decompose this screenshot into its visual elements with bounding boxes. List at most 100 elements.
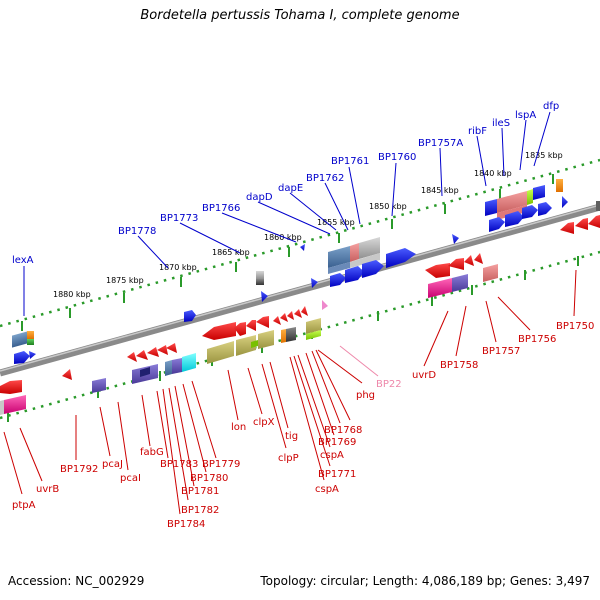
gene-feature [4, 395, 26, 414]
gene-feature [596, 201, 600, 211]
gene-arrow [157, 345, 168, 355]
gene-arrow [280, 313, 288, 322]
gene-label-dapD: dapD [246, 192, 273, 203]
gene-feature [0, 400, 4, 415]
gene-arrow [474, 253, 483, 264]
gene-label-BP1773: BP1773 [160, 213, 198, 224]
gene-arrow [522, 205, 538, 219]
ruler-label-1840: 1840 kbp [474, 169, 512, 178]
gene-label-BP1784: BP1784 [167, 519, 205, 530]
gene-feature [165, 360, 172, 376]
gene-label-BP1750: BP1750 [556, 321, 594, 332]
ruler-label-1880: 1880 kbp [53, 290, 91, 299]
gene-labels: lexA BP1778 BP1773 BP1766 dapD dapE BP17… [12, 101, 594, 530]
gene-arrow [261, 291, 268, 302]
genome-backbone [0, 203, 600, 377]
gene-arrow [127, 352, 137, 362]
ruler-label-1875: 1875 kbp [106, 276, 144, 285]
gene-arrow [452, 234, 459, 244]
forward-leaders [23, 111, 551, 316]
gene-label-BP1757: BP1757 [482, 346, 520, 357]
gene-rna [322, 300, 328, 310]
gene-label-BP1778: BP1778 [118, 226, 156, 237]
map-title: Bordetella pertussis Tohama I, complete … [140, 8, 460, 23]
gene-label-BP1780: BP1780 [190, 473, 228, 484]
rna-leaders [339, 345, 379, 377]
gene-feature [172, 358, 182, 374]
gene-feature [359, 237, 380, 259]
gene-feature [497, 191, 527, 213]
gene-feature [306, 318, 321, 334]
gene-label-lspA: lspA [515, 110, 536, 121]
gene-label-BP1792: BP1792 [60, 464, 98, 475]
gene-arrow [345, 266, 364, 283]
gene-label-BP1779: BP1779 [202, 459, 240, 470]
gene-label-BP1771: BP1771 [318, 469, 356, 480]
gene-label-pcaJ: pcaJ [102, 459, 123, 470]
gene-arrow [256, 316, 269, 328]
gene-arrow [562, 196, 568, 208]
gene-label-BP1762: BP1762 [306, 173, 344, 184]
gene-feature [236, 335, 256, 356]
gene-feature [286, 327, 296, 342]
gene-feature [306, 330, 321, 340]
gene-label-BP1757A: BP1757A [418, 138, 463, 149]
gene-feature [27, 331, 34, 339]
gene-feature [281, 329, 286, 343]
gene-feature [328, 262, 350, 274]
gene-feature [256, 279, 264, 285]
gene-arrow [362, 260, 384, 278]
gene-arrow [166, 343, 177, 353]
gene-label-ptpA: ptpA [12, 500, 36, 511]
gene-arrow [311, 278, 318, 288]
ruler-label-1855: 1855 kbp [317, 218, 355, 227]
gene-label-lon: lon [231, 422, 246, 433]
gene-feature [485, 199, 497, 216]
gene-feature [556, 179, 563, 192]
gene-arrow [294, 309, 302, 318]
upper-ruler-track [0, 158, 600, 328]
gene-arrow [234, 322, 246, 336]
gene-label-BP1783: BP1783 [160, 459, 198, 470]
gene-arrow [505, 211, 524, 227]
reverse-strand-features [0, 215, 600, 415]
gene-arrow [29, 351, 36, 359]
gene-feature [207, 341, 234, 364]
gene-label-uvrD: uvrD [412, 370, 436, 381]
gene-feature [258, 330, 274, 349]
reverse-gene-labels: ptpA uvrB BP1792 pcaJ pcaI fabG BP1783 B… [12, 321, 594, 530]
gene-label-BP22: BP22 [376, 379, 402, 390]
gene-arrow [300, 244, 305, 251]
gene-arrow [588, 215, 600, 228]
gene-label-dfp: dfp [543, 101, 559, 112]
genome-summary-text: Topology: circular; Length: 4,086,189 bp… [260, 574, 590, 588]
gene-label-tig: tig [285, 431, 298, 442]
gene-feature [497, 205, 527, 220]
gene-label-cspA: cspA [315, 484, 339, 495]
gene-feature [350, 253, 380, 268]
gene-feature [527, 189, 533, 205]
ruler-label-1835: 1835 kbp [525, 151, 563, 160]
forward-gene-labels: lexA BP1778 BP1773 BP1766 dapD dapE BP17… [12, 101, 559, 266]
gene-label-BP1782: BP1782 [181, 505, 219, 516]
gene-label-BP1768: BP1768 [324, 425, 362, 436]
ruler-label-1860: 1860 kbp [264, 233, 302, 242]
gene-arrow [246, 320, 256, 331]
gene-feature [182, 353, 196, 372]
gene-arrow [425, 263, 450, 278]
gene-arrow [301, 306, 308, 316]
gene-feature [27, 339, 34, 345]
gene-arrow [464, 255, 474, 266]
ruler-label-1865: 1865 kbp [212, 248, 250, 257]
gene-arrow [386, 248, 416, 268]
gene-arrow [62, 369, 72, 380]
gene-feature [140, 367, 150, 377]
gene-feature [452, 274, 468, 292]
gene-arrow [330, 273, 346, 287]
gene-label-BP1766: BP1766 [202, 203, 240, 214]
gene-arrow [273, 316, 281, 325]
gene-label-dapE: dapE [278, 183, 303, 194]
gene-label-BP1781: BP1781 [181, 486, 219, 497]
gene-arrow [287, 311, 294, 320]
